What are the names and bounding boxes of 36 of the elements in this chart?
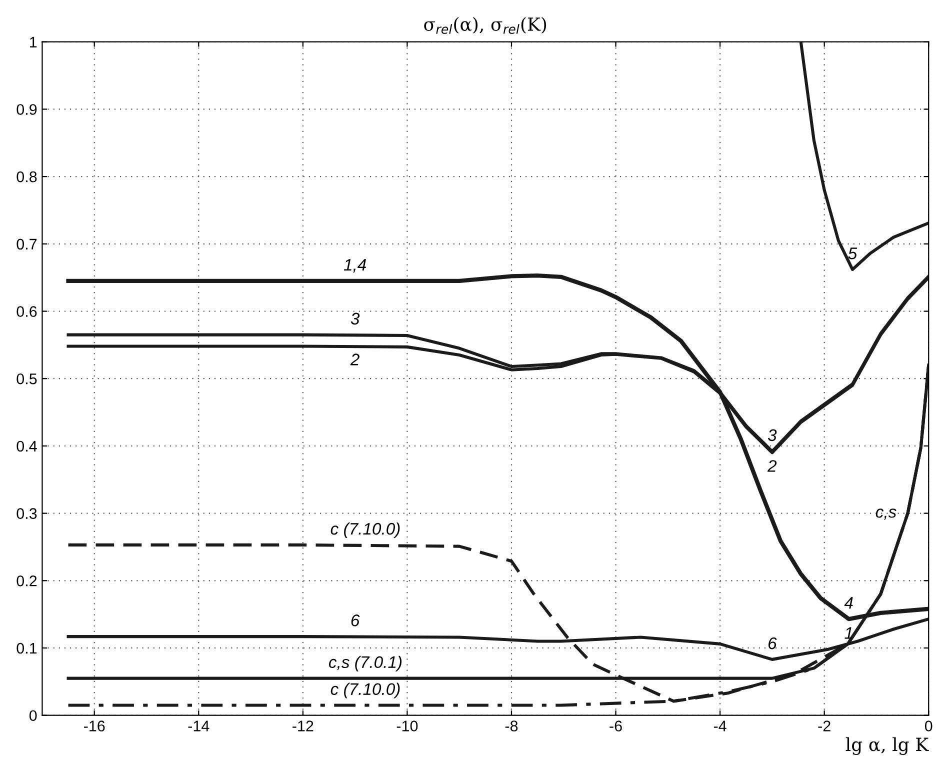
annotation: 1 <box>844 627 852 639</box>
annotation: 3 <box>350 312 360 325</box>
annotation: c,s (7.0.1) <box>328 656 402 672</box>
y-tick-label: 0 <box>29 710 37 722</box>
y-tick-label: 0.1 <box>16 642 37 654</box>
x-tick-label: -12 <box>292 720 314 732</box>
y-tick-label: 0.4 <box>16 440 37 452</box>
x-tick-label: -16 <box>84 720 105 732</box>
x-tick-label: -6 <box>610 720 622 732</box>
annotation: c,s <box>876 508 896 520</box>
x-tick-label: -8 <box>505 720 518 732</box>
annotation: 2 <box>767 460 777 472</box>
x-tick-label: -10 <box>396 720 418 732</box>
annotation: 3 <box>768 429 777 442</box>
y-tick-label: 1 <box>30 36 37 48</box>
y-tick-label: 0.6 <box>16 306 37 317</box>
x-tick-label: -14 <box>188 720 210 732</box>
y-tick-label: 0.5 <box>16 373 37 384</box>
annotation: 2 <box>350 354 360 366</box>
chart-title: σ$_{rel}$(α), σ$_{rel}$(K) <box>424 17 546 34</box>
annotation: 6 <box>768 637 777 650</box>
y-tick-label: 0.3 <box>16 508 37 519</box>
annotation: 6 <box>351 614 360 626</box>
annotation: 1,4 <box>344 259 366 273</box>
x-tick-label: -2 <box>818 720 830 732</box>
annotation: c (7.10.0) <box>330 522 400 538</box>
annotation: c (7.10.0) <box>330 682 400 698</box>
y-tick-label: 0.8 <box>16 171 37 182</box>
y-tick-label: 0.9 <box>16 104 37 115</box>
x-tick-label: -4 <box>714 720 726 732</box>
annotation: 4 <box>844 597 853 609</box>
x-tick-label: 0 <box>924 720 932 732</box>
y-tick-label: 0.7 <box>16 238 37 250</box>
x-axis-title: lg α, lg K <box>846 737 929 755</box>
annotation: 5 <box>848 248 858 260</box>
y-tick-label: 0.2 <box>16 576 37 586</box>
